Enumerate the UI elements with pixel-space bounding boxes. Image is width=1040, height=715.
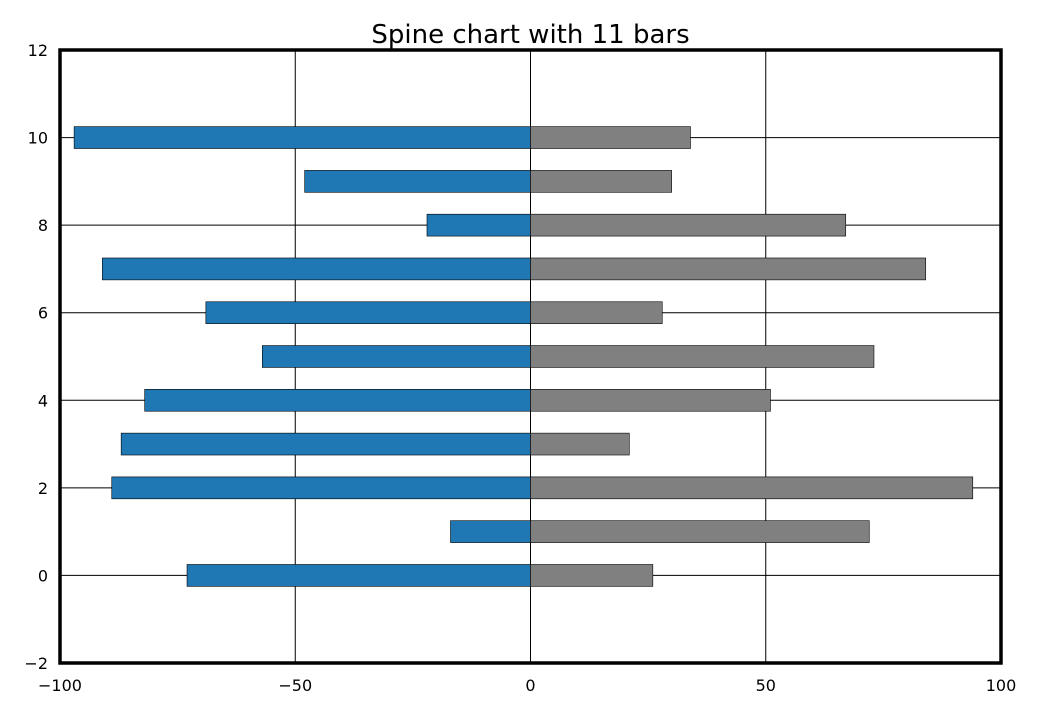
x-axis: −100 −50 0 50 100 <box>38 676 1016 695</box>
left-bar-10 <box>73 126 531 149</box>
right-bar-6 <box>530 301 663 324</box>
right-bar-3 <box>530 432 630 456</box>
y-tick-label: 2 <box>38 479 48 498</box>
left-bar-5 <box>262 345 531 368</box>
right-bar-10 <box>530 126 691 149</box>
y-axis: −2 0 2 4 6 8 10 12 <box>24 41 48 673</box>
y-tick-label: −2 <box>24 654 48 673</box>
chart-title: Spine chart with 11 bars <box>371 20 689 50</box>
plot-border <box>58 48 1003 665</box>
left-bar-2 <box>111 476 531 500</box>
left-bar-4 <box>144 389 531 412</box>
x-tick-label: −50 <box>278 676 312 695</box>
right-bar-5 <box>530 345 875 368</box>
left-bar-6 <box>205 301 531 324</box>
y-tick-label: 8 <box>38 216 48 235</box>
left-bar-7 <box>102 257 531 281</box>
y-tick-label: 4 <box>38 391 48 410</box>
y-tick-label: 0 <box>38 566 48 585</box>
x-tick-label: 50 <box>756 676 776 695</box>
left-bar-9 <box>304 170 531 193</box>
right-bar-8 <box>530 213 847 237</box>
x-tick-label: 0 <box>525 676 535 695</box>
x-tick-label: 100 <box>986 676 1017 695</box>
y-tick-label: 12 <box>28 41 48 60</box>
left-bar-8 <box>426 213 531 237</box>
right-bar-4 <box>530 389 771 412</box>
left-bar-0 <box>186 564 531 587</box>
left-bar-1 <box>450 520 531 543</box>
y-tick-label: 10 <box>28 129 48 148</box>
x-tick-label: −100 <box>38 676 82 695</box>
right-bar-0 <box>530 564 654 587</box>
y-tick-label: 6 <box>38 304 48 323</box>
right-bar-7 <box>530 257 927 281</box>
right-bar-1 <box>530 520 870 543</box>
bars <box>73 126 974 587</box>
left-bar-3 <box>120 432 531 456</box>
right-bar-9 <box>530 170 672 193</box>
right-bar-2 <box>530 476 974 500</box>
plot-frame <box>58 48 1003 665</box>
